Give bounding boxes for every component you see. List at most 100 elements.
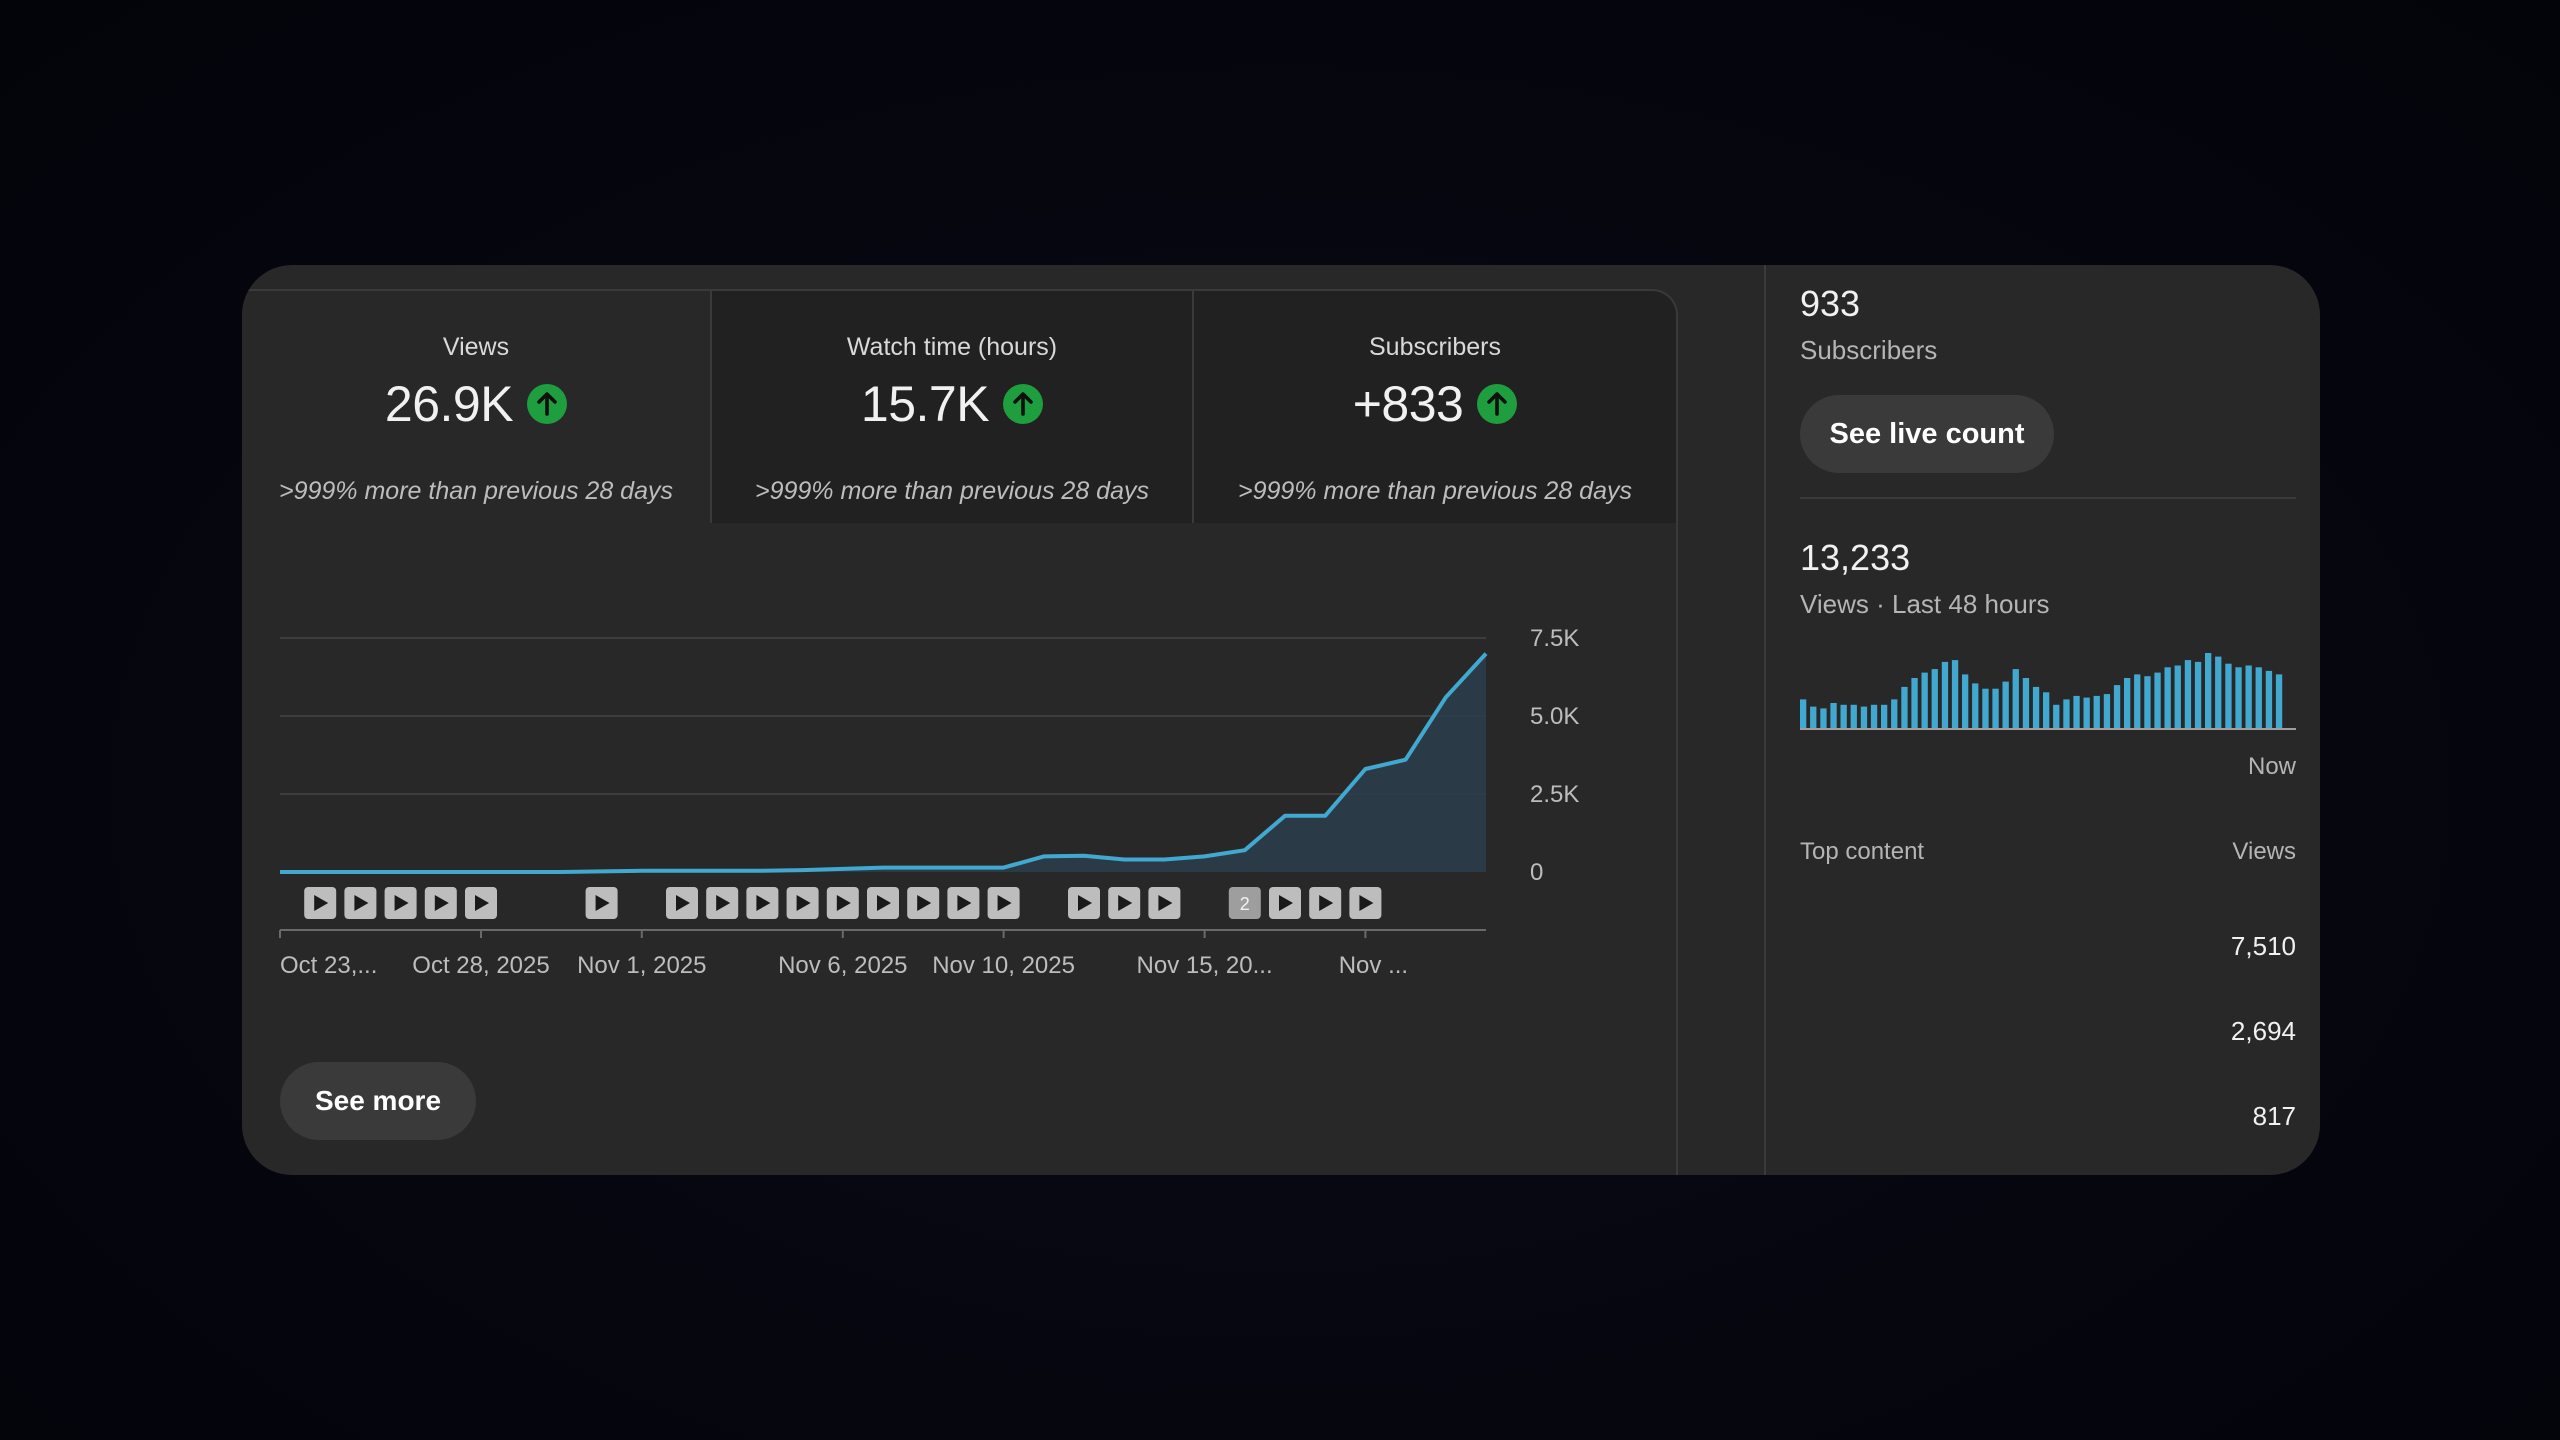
hourly-views-bar[interactable] (1911, 678, 1918, 728)
hourly-views-bar[interactable] (2235, 667, 2242, 728)
hourly-views-bar[interactable] (2164, 667, 2171, 728)
hourly-views-bar[interactable] (2265, 670, 2273, 728)
metric-tab-views[interactable]: Views 26.9K >999% more than previous 28 … (242, 291, 712, 523)
video-marker-icon[interactable] (1108, 887, 1141, 919)
realtime-views-count: 13,233 (1800, 537, 1911, 578)
hourly-views-bar[interactable] (2205, 653, 2212, 728)
arrow-up-icon (1477, 384, 1518, 424)
hourly-views-bar[interactable] (1800, 699, 1807, 728)
hourly-views-bar[interactable] (2124, 678, 2131, 728)
hourly-views-bar[interactable] (2043, 692, 2050, 728)
hourly-views-bar[interactable] (2245, 665, 2252, 729)
top-content-views: 817 (2252, 1101, 2296, 1131)
video-marker-icon[interactable] (424, 887, 457, 919)
metric-tab-subscribers[interactable]: Subscribers +833 >999% more than previou… (1194, 291, 1676, 523)
hourly-views-bar[interactable] (2184, 660, 2192, 728)
video-marker-icon[interactable] (867, 887, 899, 919)
video-marker-icon[interactable] (786, 887, 819, 919)
see-live-count-button[interactable]: See live count (1800, 395, 2054, 473)
metric-tab-watch-time[interactable]: Watch time (hours) 15.7K >999% more than… (712, 291, 1194, 523)
hourly-views-bar[interactable] (2063, 699, 2070, 728)
metric-comparison: >999% more than previous 28 days (1238, 477, 1632, 505)
hourly-views-bar[interactable] (1921, 672, 1928, 728)
video-marker-icon[interactable] (585, 887, 618, 919)
hourly-views-bar[interactable] (2073, 695, 2080, 728)
video-marker-icon[interactable] (1269, 887, 1301, 919)
hourly-views-bar[interactable] (1972, 683, 1979, 728)
x-axis-tick-label: Nov 10, 2025 (932, 952, 1075, 979)
views-chart[interactable]: 0 2.5K 5.0K 7.5K 2 Oct 23,... Oct 28, 2025 Nov … (242, 523, 1676, 1003)
y-axis-tick-label: 7.5K (1530, 625, 1579, 652)
top-content-row[interactable]: 817 (2253, 1101, 2296, 1132)
video-marker-icon[interactable] (304, 887, 337, 919)
video-marker-icon[interactable] (1309, 887, 1342, 919)
hourly-views-bar[interactable] (1951, 660, 1959, 728)
svg-text:2: 2 (1240, 894, 1250, 914)
x-axis-tick-label: Oct 23,... (280, 952, 377, 979)
realtime-views-label: Views · Last 48 hours (1800, 589, 2050, 619)
metric-comparison: >999% more than previous 28 days (279, 477, 673, 505)
hourly-views-bar[interactable] (2083, 697, 2090, 728)
hourly-views-bar[interactable] (2144, 676, 2151, 728)
hourly-views-bar[interactable] (2012, 669, 2019, 728)
hourly-views-bar[interactable] (1941, 661, 1949, 728)
chart-area-fill (280, 653, 1486, 872)
video-marker-icon[interactable] (1349, 887, 1382, 919)
video-marker-icon[interactable] (947, 887, 980, 919)
hourly-views-bar[interactable] (1850, 704, 1857, 728)
video-marker-icon[interactable] (706, 887, 739, 919)
hourly-views-bar[interactable] (2215, 656, 2222, 728)
now-label: Now (2247, 753, 2296, 780)
hourly-views-bar[interactable] (2154, 672, 2161, 728)
hourly-views-bar[interactable] (2113, 685, 2121, 728)
hourly-views-bar-chart[interactable] (1800, 645, 2296, 735)
arrow-up-icon (527, 384, 568, 424)
video-marker-icon[interactable] (826, 887, 859, 919)
analytics-card: Views 26.9K >999% more than previous 28 … (242, 265, 2320, 1175)
video-marker-icon[interactable] (746, 887, 779, 919)
video-marker-icon[interactable]: 2 (1228, 887, 1261, 919)
video-marker-icon[interactable] (384, 887, 417, 919)
hourly-views-bar[interactable] (2255, 667, 2262, 728)
hourly-views-bar[interactable] (1820, 708, 1827, 728)
video-marker-icon[interactable] (1068, 887, 1100, 919)
hourly-views-bar[interactable] (1881, 704, 1888, 728)
hourly-views-bar[interactable] (2053, 704, 2060, 728)
hourly-views-bar[interactable] (1870, 704, 1878, 728)
metric-label: Views (442, 333, 510, 361)
hourly-views-bar[interactable] (1810, 706, 1817, 728)
video-marker-icon[interactable] (344, 887, 377, 919)
hourly-views-bar[interactable] (2275, 674, 2283, 728)
hourly-views-bar[interactable] (1840, 704, 1847, 728)
x-axis-tick-label: Nov 15, 20... (1137, 952, 1273, 979)
video-marker-icon[interactable] (1148, 887, 1181, 919)
hourly-views-bar[interactable] (2002, 681, 2009, 728)
video-marker-icon[interactable] (907, 887, 940, 919)
video-marker-icon[interactable] (666, 887, 698, 919)
video-marker-icon[interactable] (987, 887, 1020, 919)
hourly-views-bar[interactable] (1830, 703, 1837, 728)
hourly-views-bar[interactable] (2093, 695, 2100, 728)
hourly-views-bar[interactable] (1931, 669, 1938, 728)
realtime-panel: 933 Subscribers See live count 13,233 Vi… (1800, 265, 2296, 1175)
x-axis-tick-label: Nov ... (1339, 952, 1408, 979)
hourly-views-bar[interactable] (2032, 686, 2040, 728)
hourly-views-bar[interactable] (2174, 665, 2181, 729)
top-content-row[interactable]: 7,510 (2231, 931, 2296, 962)
top-content-row[interactable]: 2,694 (2231, 1016, 2296, 1047)
hourly-views-bar[interactable] (2103, 694, 2111, 728)
see-more-button[interactable]: See more (280, 1062, 476, 1140)
hourly-views-bar[interactable] (1992, 688, 1999, 728)
channel-overview-panel: Views 26.9K >999% more than previous 28 … (242, 289, 1678, 1175)
hourly-views-bar[interactable] (1982, 688, 1989, 728)
hourly-views-bar[interactable] (2022, 678, 2030, 728)
hourly-views-bar[interactable] (2225, 663, 2232, 728)
hourly-views-bar[interactable] (2134, 674, 2141, 728)
hourly-views-bar[interactable] (1901, 686, 1908, 728)
hourly-views-bar[interactable] (1962, 674, 1969, 728)
hourly-views-bar[interactable] (2194, 661, 2202, 728)
arrow-up-icon (1003, 384, 1044, 424)
hourly-views-bar[interactable] (1860, 706, 1868, 728)
hourly-views-bar[interactable] (1891, 699, 1898, 728)
video-marker-icon[interactable] (465, 887, 497, 919)
